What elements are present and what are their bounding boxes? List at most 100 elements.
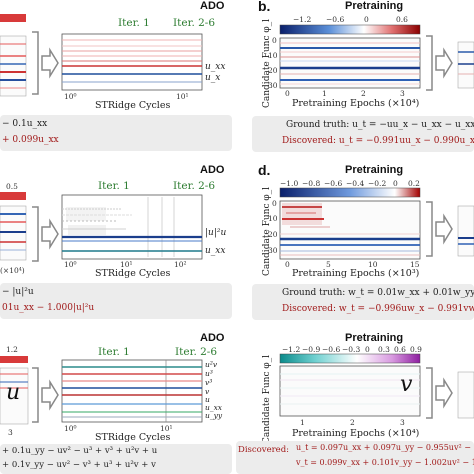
panel-f-arrow-icon [426, 367, 474, 419]
panel-e-arrow-icon [32, 367, 59, 423]
panel-f-ylabel: Candidate Func φ_l [262, 354, 272, 444]
panel-c-tick-1: 10¹ [120, 260, 133, 269]
panel-c-label-u2u: |u|²u [205, 228, 227, 238]
panel-f-xtick-2: 3 [400, 418, 405, 427]
panel-d-cb-tick-6: 0.2 [408, 179, 420, 188]
panel-f-disc-line1: u_t = 0.097u_xx + 0.097u_yy − 0.955uv² −… [296, 443, 474, 452]
panel-c-xlabel: STRidge Cycles [95, 268, 171, 279]
panel-a-iter26: Iter. 2-6 [173, 17, 216, 29]
panel-c-label-uxx: u_xx [205, 246, 226, 256]
panel-e-xlabel: STRidge Cycles [95, 432, 171, 443]
panel-b-letter: b. [258, 0, 271, 14]
panel-d-title: Pretraining [345, 164, 404, 176]
panel-e-tick-0: 10⁰ [64, 424, 77, 433]
panel-b-xtick-2: 2 [361, 89, 366, 98]
panel-a-tick-1: 10¹ [176, 92, 189, 101]
panel-d-heatmap [279, 200, 421, 260]
panel-b-discovered: Discovered: u_t = −0.991uu_x − 0.990u_xx… [282, 136, 474, 146]
panel-b-xtick-3: 3 [400, 89, 405, 98]
panel-b-colorbar [279, 24, 421, 35]
panel-d-cb-tick-5: 0 [393, 179, 398, 188]
panel-b-title: Pretraining [345, 0, 404, 12]
panel-f-xtick-0: 1 [300, 418, 305, 427]
panel-d-cb-tick-0: −1.0 [280, 179, 299, 188]
panel-c-tick-0: 10⁰ [64, 260, 77, 269]
panel-c-left-xlabel: (×10⁴) [0, 266, 25, 275]
panel-d-xlabel: Pretraining Epochs (×10³) [292, 268, 420, 279]
panel-a-label-ux: u_x [205, 73, 221, 83]
panel-d-equation-box: Ground truth: w_t = 0.01w_xx + 0.01w_yy … [252, 284, 474, 320]
panel-c-arrow-icon [32, 206, 59, 262]
panel-f-xlabel: Pretraining Epochs (×10⁴) [292, 428, 420, 439]
panel-e-big-var: u [6, 380, 21, 405]
panel-d-ground-truth: Ground truth: w_t = 0.01w_xx + 0.01w_yy … [282, 288, 474, 298]
panel-c-equation-box: − |u|²u 01u_xx − 1.000|u|²u [0, 283, 232, 319]
panel-a-equation-box: − 0.1u_xx + 0.099u_xx [0, 115, 232, 151]
panel-a-arrow-icon [32, 31, 59, 95]
panel-b-heatmap [279, 37, 421, 89]
panel-b-ground-truth: Ground truth: u_t = −uu_x − u_xx − u_xxx… [286, 120, 474, 130]
panel-b-xtick-1: 1 [322, 89, 327, 98]
panel-b-xlabel: Pretraining Epochs (×10⁴) [292, 98, 420, 109]
panel-e-iter1: Iter. 1 [98, 346, 130, 358]
panel-e-title: ADO [200, 332, 225, 344]
panel-b-ytick-0: 0 [272, 36, 277, 45]
panel-c-iter1: Iter. 1 [98, 180, 130, 192]
panel-b-arrow-icon [426, 35, 474, 91]
panel-b-cb-tick-2: 0 [364, 15, 369, 24]
panel-f-cb-tick-5: 0.3 [378, 345, 390, 354]
panel-e-tick-1: 10¹ [160, 424, 173, 433]
panel-b-ytick-1: 10 [268, 51, 278, 60]
panel-c-eq-line2: 01u_xx − 1.000|u|²u [2, 303, 95, 313]
panel-c-ado-plot [61, 194, 203, 260]
panel-d-discovered: Discovered: w_t = −0.996uw_x − 0.991vw_y [282, 304, 474, 314]
panel-d-cb-tick-3: −0.4 [346, 179, 365, 188]
panel-e-cb-tick: 1.2 [6, 345, 18, 354]
panel-a-xlabel: STRidge Cycles [95, 100, 171, 111]
panel-a-eq-line2: + 0.099u_xx [2, 135, 59, 145]
panel-a-label-uxx: u_xx [205, 62, 226, 72]
panel-e-label-0: u²v [205, 360, 218, 369]
panel-f-cb-tick-1: −0.9 [302, 345, 321, 354]
panel-e-ado-plot [61, 359, 203, 423]
panel-e-left-tick: 3 [8, 428, 13, 437]
panel-d-cb-tick-4: −0.2 [368, 179, 387, 188]
panel-e-label-1: u³ [205, 369, 213, 378]
panel-b-ytick-3: 30 [268, 81, 278, 90]
panel-f-xtick-1: 2 [350, 418, 355, 427]
panel-d-cb-tick-1: −0.8 [302, 179, 321, 188]
panel-e-label-5: u_xx [205, 403, 223, 412]
panel-b-xtick-0: 0 [285, 89, 290, 98]
panel-c-left-heatmap [0, 192, 27, 261]
panel-b-cb-tick-0: −1.2 [293, 15, 312, 24]
panel-f-cb-tick-6: 0.6 [394, 345, 406, 354]
panel-a-ado-plot [61, 33, 203, 91]
panel-b-cb-tick-1: −0.6 [326, 15, 345, 24]
panel-f-discovered-label: Discovered: [238, 445, 290, 455]
panel-f-cb-tick-0: −1.2 [282, 345, 301, 354]
panel-d-ytick-3: 30 [268, 246, 278, 255]
panel-d-arrow-icon [426, 201, 474, 257]
panel-c-iter26: Iter. 2-6 [173, 180, 216, 192]
panel-f-heatmap [279, 365, 421, 417]
panel-a-tick-0: 10⁰ [64, 92, 77, 101]
panel-d-cb-tick-2: −0.6 [324, 179, 343, 188]
panel-d-xtick-1: 5 [326, 260, 331, 269]
panel-f-cb-tick-3: −0.3 [342, 345, 361, 354]
panel-e-label-3: v [205, 387, 210, 396]
panel-b-ylabel: Candidate Func φ_l [262, 18, 272, 108]
panel-d-ytick-0: 0 [272, 199, 277, 208]
panel-f-big-var: v [400, 372, 413, 397]
panel-e-label-2: v³ [205, 378, 213, 387]
panel-f-colorbar [279, 353, 421, 364]
panel-c-title: ADO [200, 164, 225, 176]
panel-e-label-6: u_yy [205, 411, 223, 420]
panel-e-eq-line2: + 0.1v_yy − uv² − v³ + u³ + u²v + v [2, 460, 156, 470]
panel-f-equation-box: Discovered: u_t = 0.097u_xx + 0.097u_yy … [236, 441, 474, 474]
panel-f-title: Pretraining [345, 332, 404, 344]
panel-a-iter1: Iter. 1 [118, 17, 150, 29]
panel-e-equation-box: + 0.1u_yy − uv² − u³ + v³ + u²v + u + 0.… [0, 444, 232, 474]
panel-c-cb-tick: 0.5 [6, 182, 18, 191]
panel-a-eq-line1: − 0.1u_xx [2, 119, 48, 129]
